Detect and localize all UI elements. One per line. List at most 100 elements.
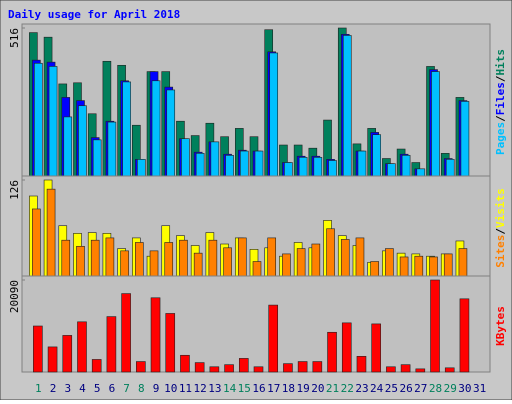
bar: [32, 208, 41, 277]
bar: [311, 243, 321, 277]
y-max-label: 516: [8, 28, 21, 48]
bar: [267, 237, 277, 277]
x-tick-label: 31: [473, 382, 486, 395]
bar: [193, 252, 203, 277]
x-tick-label: 16: [252, 382, 265, 395]
bar: [296, 248, 306, 277]
x-tick-label: 18: [282, 382, 295, 395]
bar: [356, 356, 367, 373]
x-tick-label: 5: [94, 382, 101, 395]
bar: [208, 239, 218, 277]
bar: [179, 239, 188, 277]
bar: [370, 261, 379, 277]
chart-title: Daily usage for April 2018: [8, 8, 180, 21]
bar: [136, 361, 146, 373]
bar: [61, 239, 71, 277]
bar: [372, 134, 381, 177]
bar: [342, 35, 352, 177]
x-tick-label: 19: [297, 382, 310, 395]
bar: [180, 354, 190, 373]
x-tick-label: 12: [194, 382, 207, 395]
bar: [209, 366, 220, 373]
x-tick-label: 13: [208, 382, 221, 395]
bar: [385, 248, 394, 277]
bar: [92, 139, 102, 177]
bar: [151, 80, 161, 177]
bar: [48, 66, 58, 177]
x-tick-label: 1: [35, 382, 42, 395]
bar: [181, 138, 190, 177]
x-tick-label: 30: [458, 382, 471, 395]
bar: [327, 331, 337, 373]
legend-entry: Visits: [494, 188, 507, 228]
bar: [460, 101, 470, 177]
bar: [166, 89, 176, 177]
x-tick-label: 7: [123, 382, 130, 395]
bar: [122, 81, 131, 177]
legend-entry: Sites: [494, 235, 507, 268]
bar: [135, 242, 144, 277]
bar: [269, 52, 279, 177]
bar: [194, 362, 205, 373]
bar: [34, 62, 43, 177]
bar: [224, 364, 234, 373]
y-max-label: 126: [8, 180, 21, 200]
legend-entry: Files: [494, 82, 507, 115]
bar: [340, 239, 350, 277]
bar: [210, 141, 220, 177]
bar: [387, 163, 396, 177]
x-tick-label: 24: [370, 382, 384, 395]
bar: [429, 256, 438, 277]
bar: [328, 160, 337, 177]
bar: [106, 316, 117, 373]
bar: [400, 364, 411, 373]
bar: [312, 361, 323, 373]
legend-entry: KBytes: [494, 306, 507, 346]
bar: [355, 237, 365, 277]
bar: [33, 325, 43, 373]
bar: [120, 250, 129, 277]
bar: [357, 150, 367, 177]
bar: [63, 116, 73, 177]
x-tick-label: 11: [179, 382, 192, 395]
bar: [137, 159, 146, 177]
legend-entry: Hits: [494, 49, 507, 76]
bar: [458, 248, 468, 277]
bar: [77, 321, 87, 373]
x-tick-label: 6: [109, 382, 116, 395]
bar: [416, 168, 426, 177]
x-tick-label: 4: [79, 382, 86, 395]
bar: [195, 153, 205, 177]
bar: [399, 256, 409, 277]
x-tick-label: 28: [429, 382, 442, 395]
x-tick-label: 23: [355, 382, 368, 395]
legend-separator: /: [494, 115, 507, 122]
bar: [297, 361, 308, 373]
bar: [298, 157, 308, 177]
bar: [237, 237, 247, 277]
x-tick-label: 25: [385, 382, 398, 395]
bar: [225, 155, 234, 177]
bar: [149, 250, 159, 277]
bar: [401, 155, 411, 177]
x-tick-label: 20: [311, 382, 324, 395]
x-tick-label: 29: [444, 382, 457, 395]
bar: [78, 105, 87, 177]
bar: [121, 293, 131, 373]
bar: [62, 335, 73, 373]
bar: [430, 279, 440, 373]
bar: [386, 366, 396, 373]
bar: [254, 150, 264, 177]
x-tick-label: 3: [64, 382, 71, 395]
bar: [283, 363, 293, 373]
bar: [414, 255, 424, 277]
bar: [268, 304, 279, 373]
legend: Sites/Visits: [494, 188, 507, 268]
bar: [284, 162, 293, 177]
x-tick-label: 21: [326, 382, 339, 395]
bar: [253, 366, 264, 373]
bar: [415, 368, 426, 373]
bar: [46, 188, 56, 277]
bar: [313, 157, 323, 177]
